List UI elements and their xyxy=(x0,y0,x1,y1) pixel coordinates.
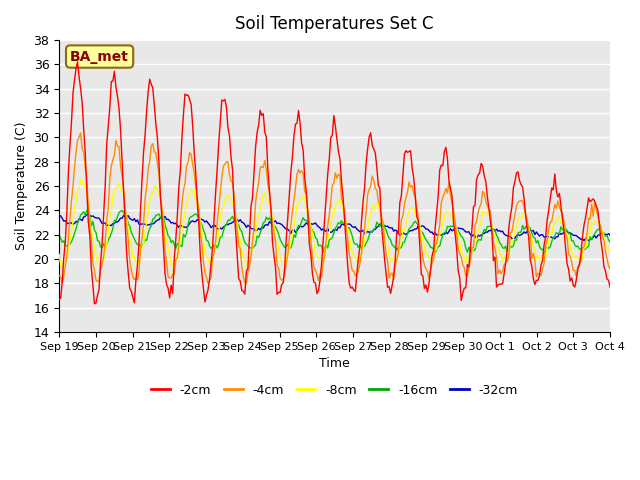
Legend: -2cm, -4cm, -8cm, -16cm, -32cm: -2cm, -4cm, -8cm, -16cm, -32cm xyxy=(146,379,523,402)
Text: BA_met: BA_met xyxy=(70,49,129,63)
X-axis label: Time: Time xyxy=(319,357,350,370)
Y-axis label: Soil Temperature (C): Soil Temperature (C) xyxy=(15,122,28,250)
Title: Soil Temperatures Set C: Soil Temperatures Set C xyxy=(236,15,434,33)
